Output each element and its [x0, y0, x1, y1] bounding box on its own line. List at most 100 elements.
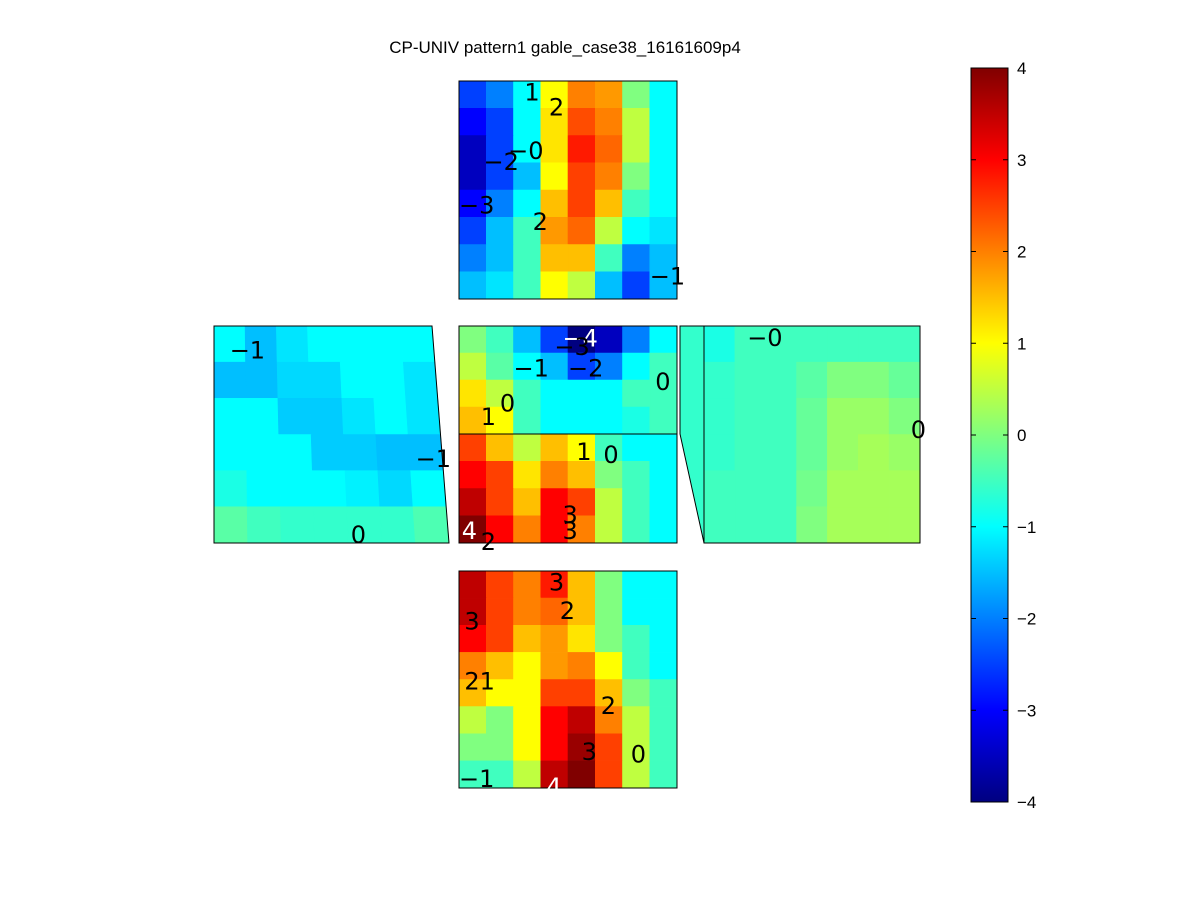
panel-cell	[765, 397, 797, 435]
panel-cell	[213, 434, 248, 472]
panel-cell	[649, 488, 678, 517]
panel-cell	[622, 570, 651, 599]
panel-cell	[213, 397, 247, 435]
panel-cell	[734, 397, 767, 435]
panel-cell	[622, 624, 651, 653]
panel-cell	[888, 506, 921, 544]
panel-cell	[649, 597, 678, 626]
contour-label: 3	[549, 568, 564, 596]
panel-cell	[485, 325, 514, 354]
panel-cell	[827, 325, 859, 363]
panel-cell	[622, 679, 651, 707]
contour-label: 0	[603, 441, 618, 469]
panel-cell	[827, 506, 859, 544]
panel-cell	[857, 506, 890, 544]
contour-label: −1	[514, 354, 549, 382]
contour-label: −0	[508, 137, 543, 165]
panel-cell	[402, 361, 439, 399]
panel-cell	[827, 397, 859, 435]
panel-cell	[734, 506, 767, 544]
panel-cell	[622, 189, 651, 218]
panel-cell	[485, 433, 514, 462]
panel-cell	[649, 108, 678, 136]
panel-cell	[213, 506, 248, 544]
panel-cell	[410, 470, 447, 508]
panel-cell	[567, 679, 596, 707]
panel-cell	[513, 244, 542, 273]
panel-cell	[734, 434, 767, 472]
panel-cell	[485, 80, 514, 109]
colorbar-tick-label: 0	[1017, 426, 1026, 445]
contour-label: 0	[500, 390, 515, 418]
panel-cell	[375, 434, 411, 472]
colorbar-tick-label: 3	[1017, 151, 1026, 170]
panel-cell	[513, 488, 542, 517]
panel-cell	[485, 460, 514, 489]
panel-cell	[594, 570, 623, 599]
panel-cell	[540, 162, 569, 191]
panel-cell	[458, 80, 487, 109]
panel-cell	[703, 434, 736, 472]
panel-cell	[888, 361, 921, 399]
panel-cell	[513, 325, 542, 354]
panel-cell	[649, 624, 678, 653]
panel-cell	[309, 397, 344, 435]
contour-label: 2	[533, 208, 548, 236]
panel-cell	[513, 379, 542, 408]
panel-cell	[540, 679, 569, 707]
colorbar-tick-label: −3	[1017, 701, 1036, 720]
panel-center-upper: −4−3−1 −2 001	[458, 325, 678, 435]
panel-cell	[275, 325, 309, 363]
panel-cell	[338, 325, 373, 363]
panel-cell	[857, 470, 890, 508]
panel-cell	[765, 470, 797, 508]
panel-cell	[622, 135, 651, 164]
panel-cell	[594, 597, 623, 626]
panel-cell	[796, 325, 828, 363]
right-panel-slant	[679, 325, 705, 544]
panel-cell	[458, 488, 487, 517]
panel-cell	[703, 325, 736, 363]
panel-cell	[734, 470, 767, 508]
panel-cell	[458, 217, 487, 245]
panel-cell	[279, 470, 314, 508]
panel-cell	[373, 397, 409, 435]
panel-cell	[567, 706, 596, 735]
panel-cell	[311, 470, 348, 508]
contour-label: 0	[351, 521, 366, 549]
contour-label: 3	[563, 517, 578, 545]
colorbar-gradient	[970, 67, 1009, 803]
panel-cell	[703, 470, 736, 508]
panel-cell	[594, 80, 623, 109]
panel-cell	[622, 108, 651, 136]
colorbar-tick-label: −4	[1017, 793, 1036, 812]
contour-label: 4	[462, 517, 477, 545]
panel-cell	[649, 162, 678, 191]
panel-cell	[857, 361, 890, 399]
panel-cell	[649, 570, 678, 599]
panel-right: −0 0	[703, 324, 926, 544]
contour-label: −3	[554, 333, 589, 361]
colorbar-tick-label: −2	[1017, 610, 1036, 629]
panel-cell	[594, 760, 623, 789]
panel-cell	[594, 406, 623, 435]
panel-cell	[567, 271, 596, 300]
contour-label: −1	[459, 765, 494, 793]
panel-cell	[458, 325, 487, 354]
panel-cell	[313, 506, 349, 544]
panel-cell	[622, 217, 651, 245]
contour-label: 3	[563, 501, 578, 529]
panel-cell	[513, 433, 542, 462]
panel-cell	[308, 361, 343, 399]
panel-cell	[458, 570, 487, 599]
panel-cell	[567, 652, 596, 680]
panel-cell	[458, 108, 487, 136]
panel-cell	[594, 108, 623, 136]
panel-cell	[485, 733, 514, 762]
panel-cell	[377, 470, 414, 508]
contour-label: 4	[546, 773, 561, 801]
panel-cell	[540, 271, 569, 300]
contour-label: 2	[560, 597, 575, 625]
